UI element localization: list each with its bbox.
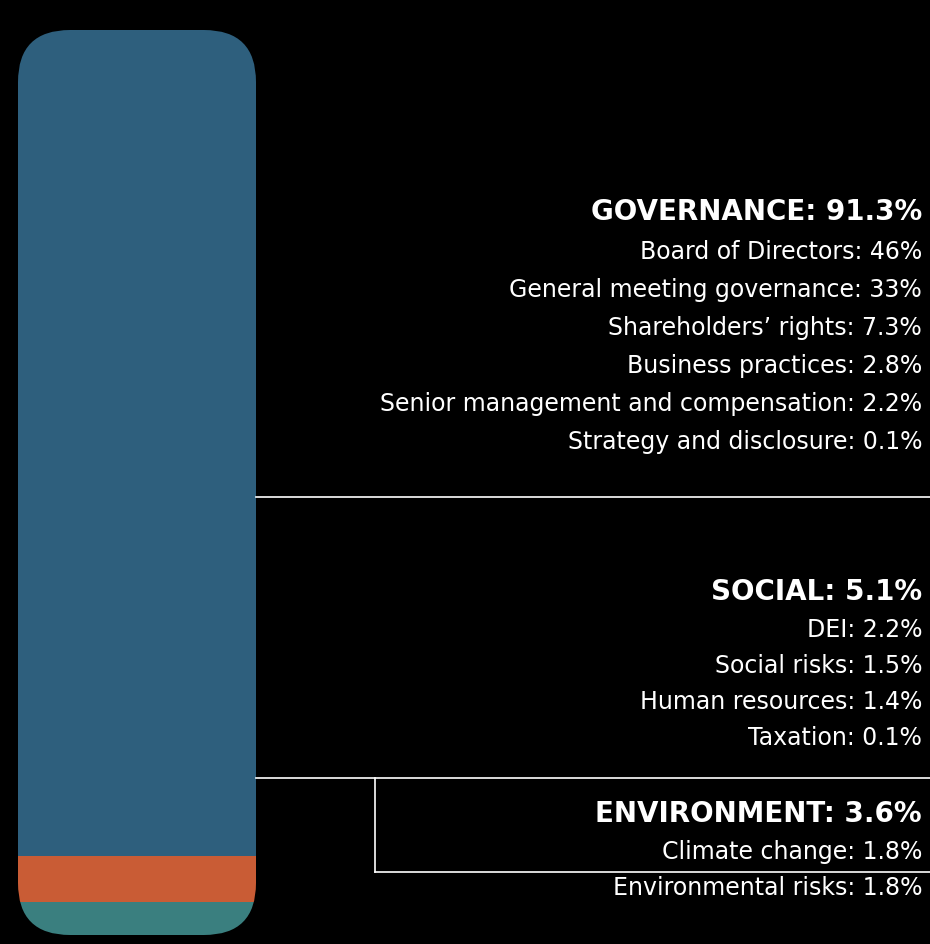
Text: Taxation: 0.1%: Taxation: 0.1% bbox=[748, 726, 922, 750]
Text: SOCIAL: 5.1%: SOCIAL: 5.1% bbox=[711, 578, 922, 606]
Text: Senior management and compensation: 2.2%: Senior management and compensation: 2.2% bbox=[379, 392, 922, 416]
Text: Human resources: 1.4%: Human resources: 1.4% bbox=[640, 690, 922, 714]
Text: Environmental risks: 1.8%: Environmental risks: 1.8% bbox=[613, 876, 922, 900]
Text: GOVERNANCE: 91.3%: GOVERNANCE: 91.3% bbox=[591, 198, 922, 226]
Text: Board of Directors: 46%: Board of Directors: 46% bbox=[640, 240, 922, 264]
Text: Climate change: 1.8%: Climate change: 1.8% bbox=[661, 840, 922, 864]
FancyBboxPatch shape bbox=[18, 30, 256, 935]
Text: Business practices: 2.8%: Business practices: 2.8% bbox=[627, 354, 922, 378]
Text: ENVIRONMENT: 3.6%: ENVIRONMENT: 3.6% bbox=[595, 800, 922, 828]
FancyBboxPatch shape bbox=[18, 30, 256, 935]
Text: Strategy and disclosure: 0.1%: Strategy and disclosure: 0.1% bbox=[567, 430, 922, 454]
FancyBboxPatch shape bbox=[18, 30, 256, 935]
Text: General meeting governance: 33%: General meeting governance: 33% bbox=[510, 278, 922, 302]
Text: DEI: 2.2%: DEI: 2.2% bbox=[806, 618, 922, 642]
Text: Social risks: 1.5%: Social risks: 1.5% bbox=[714, 654, 922, 678]
Text: Shareholders’ rights: 7.3%: Shareholders’ rights: 7.3% bbox=[608, 316, 922, 340]
